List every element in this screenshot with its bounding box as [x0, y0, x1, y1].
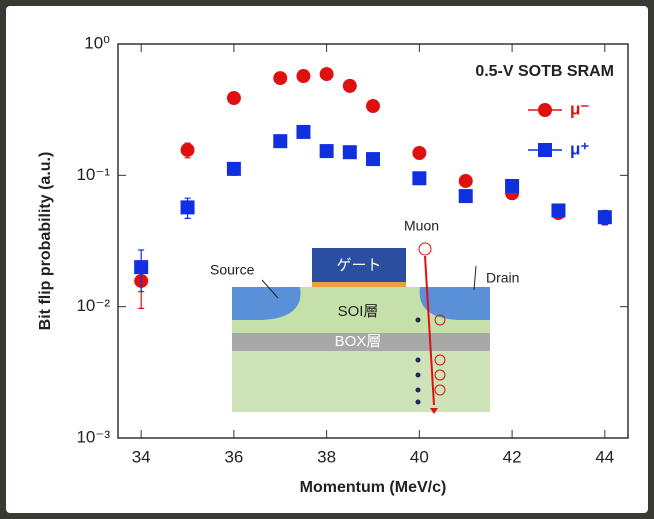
x-tick-label: 38 [317, 447, 336, 466]
legend-label: μ⁺ [570, 139, 589, 158]
x-tick-label: 34 [132, 447, 151, 466]
y-tick-label: 10⁻¹ [76, 165, 110, 184]
data-point [181, 200, 195, 214]
x-tick-label: 42 [503, 447, 522, 466]
panel: Source Drain Muon ゲート SOI層 BOX層 0.5-V SO… [6, 6, 648, 513]
data-point [551, 203, 565, 217]
data-point [598, 210, 612, 224]
data-point [181, 143, 195, 157]
data-point [134, 260, 148, 274]
data-point [227, 162, 241, 176]
inset-label: Drain [486, 270, 519, 286]
data-point [227, 91, 241, 105]
inset-diagram: Source Drain Muon ゲート SOI層 BOX層 0.5-V SO… [37, 33, 628, 496]
data-point [343, 79, 357, 93]
inset-label: ゲート [336, 257, 381, 274]
data-point [412, 146, 426, 160]
data-point [320, 144, 334, 158]
legend-label: μ⁻ [570, 99, 589, 118]
x-axis-label: Momentum (MeV/c) [300, 479, 447, 496]
data-point [366, 99, 380, 113]
data-point [273, 71, 287, 85]
inset-label: Source [210, 262, 255, 278]
inset-label: BOX層 [335, 333, 382, 350]
data-point [366, 152, 380, 166]
x-tick-label: 36 [224, 447, 243, 466]
chart: Source Drain Muon ゲート SOI層 BOX層 0.5-V SO… [6, 6, 648, 513]
data-point [296, 125, 310, 139]
y-tick-label: 10⁰ [84, 33, 110, 52]
data-point [459, 189, 473, 203]
y-axis-label: Bit flip probability (a.u.) [37, 152, 54, 331]
annotation: 0.5-V SOTB SRAM [475, 63, 614, 80]
x-tick-label: 44 [595, 447, 614, 466]
x-tick-label: 40 [410, 447, 429, 466]
data-point [505, 179, 519, 193]
legend-marker [538, 103, 552, 117]
data-point [296, 69, 310, 83]
inset-label: SOI層 [338, 303, 379, 320]
gate-oxide [312, 282, 406, 287]
data-point [412, 171, 426, 185]
data-point [459, 174, 473, 188]
y-tick-label: 10⁻³ [76, 427, 110, 446]
data-point [343, 145, 357, 159]
y-tick-label: 10⁻² [76, 296, 110, 315]
drain-pointer [474, 266, 476, 290]
page: {"chart_data": {"type": "scatter", "anno… [0, 0, 654, 519]
data-point [320, 67, 334, 81]
legend-marker [538, 143, 552, 157]
muon-icon [419, 243, 431, 255]
inset-label: Muon [404, 218, 439, 234]
data-point [273, 134, 287, 148]
